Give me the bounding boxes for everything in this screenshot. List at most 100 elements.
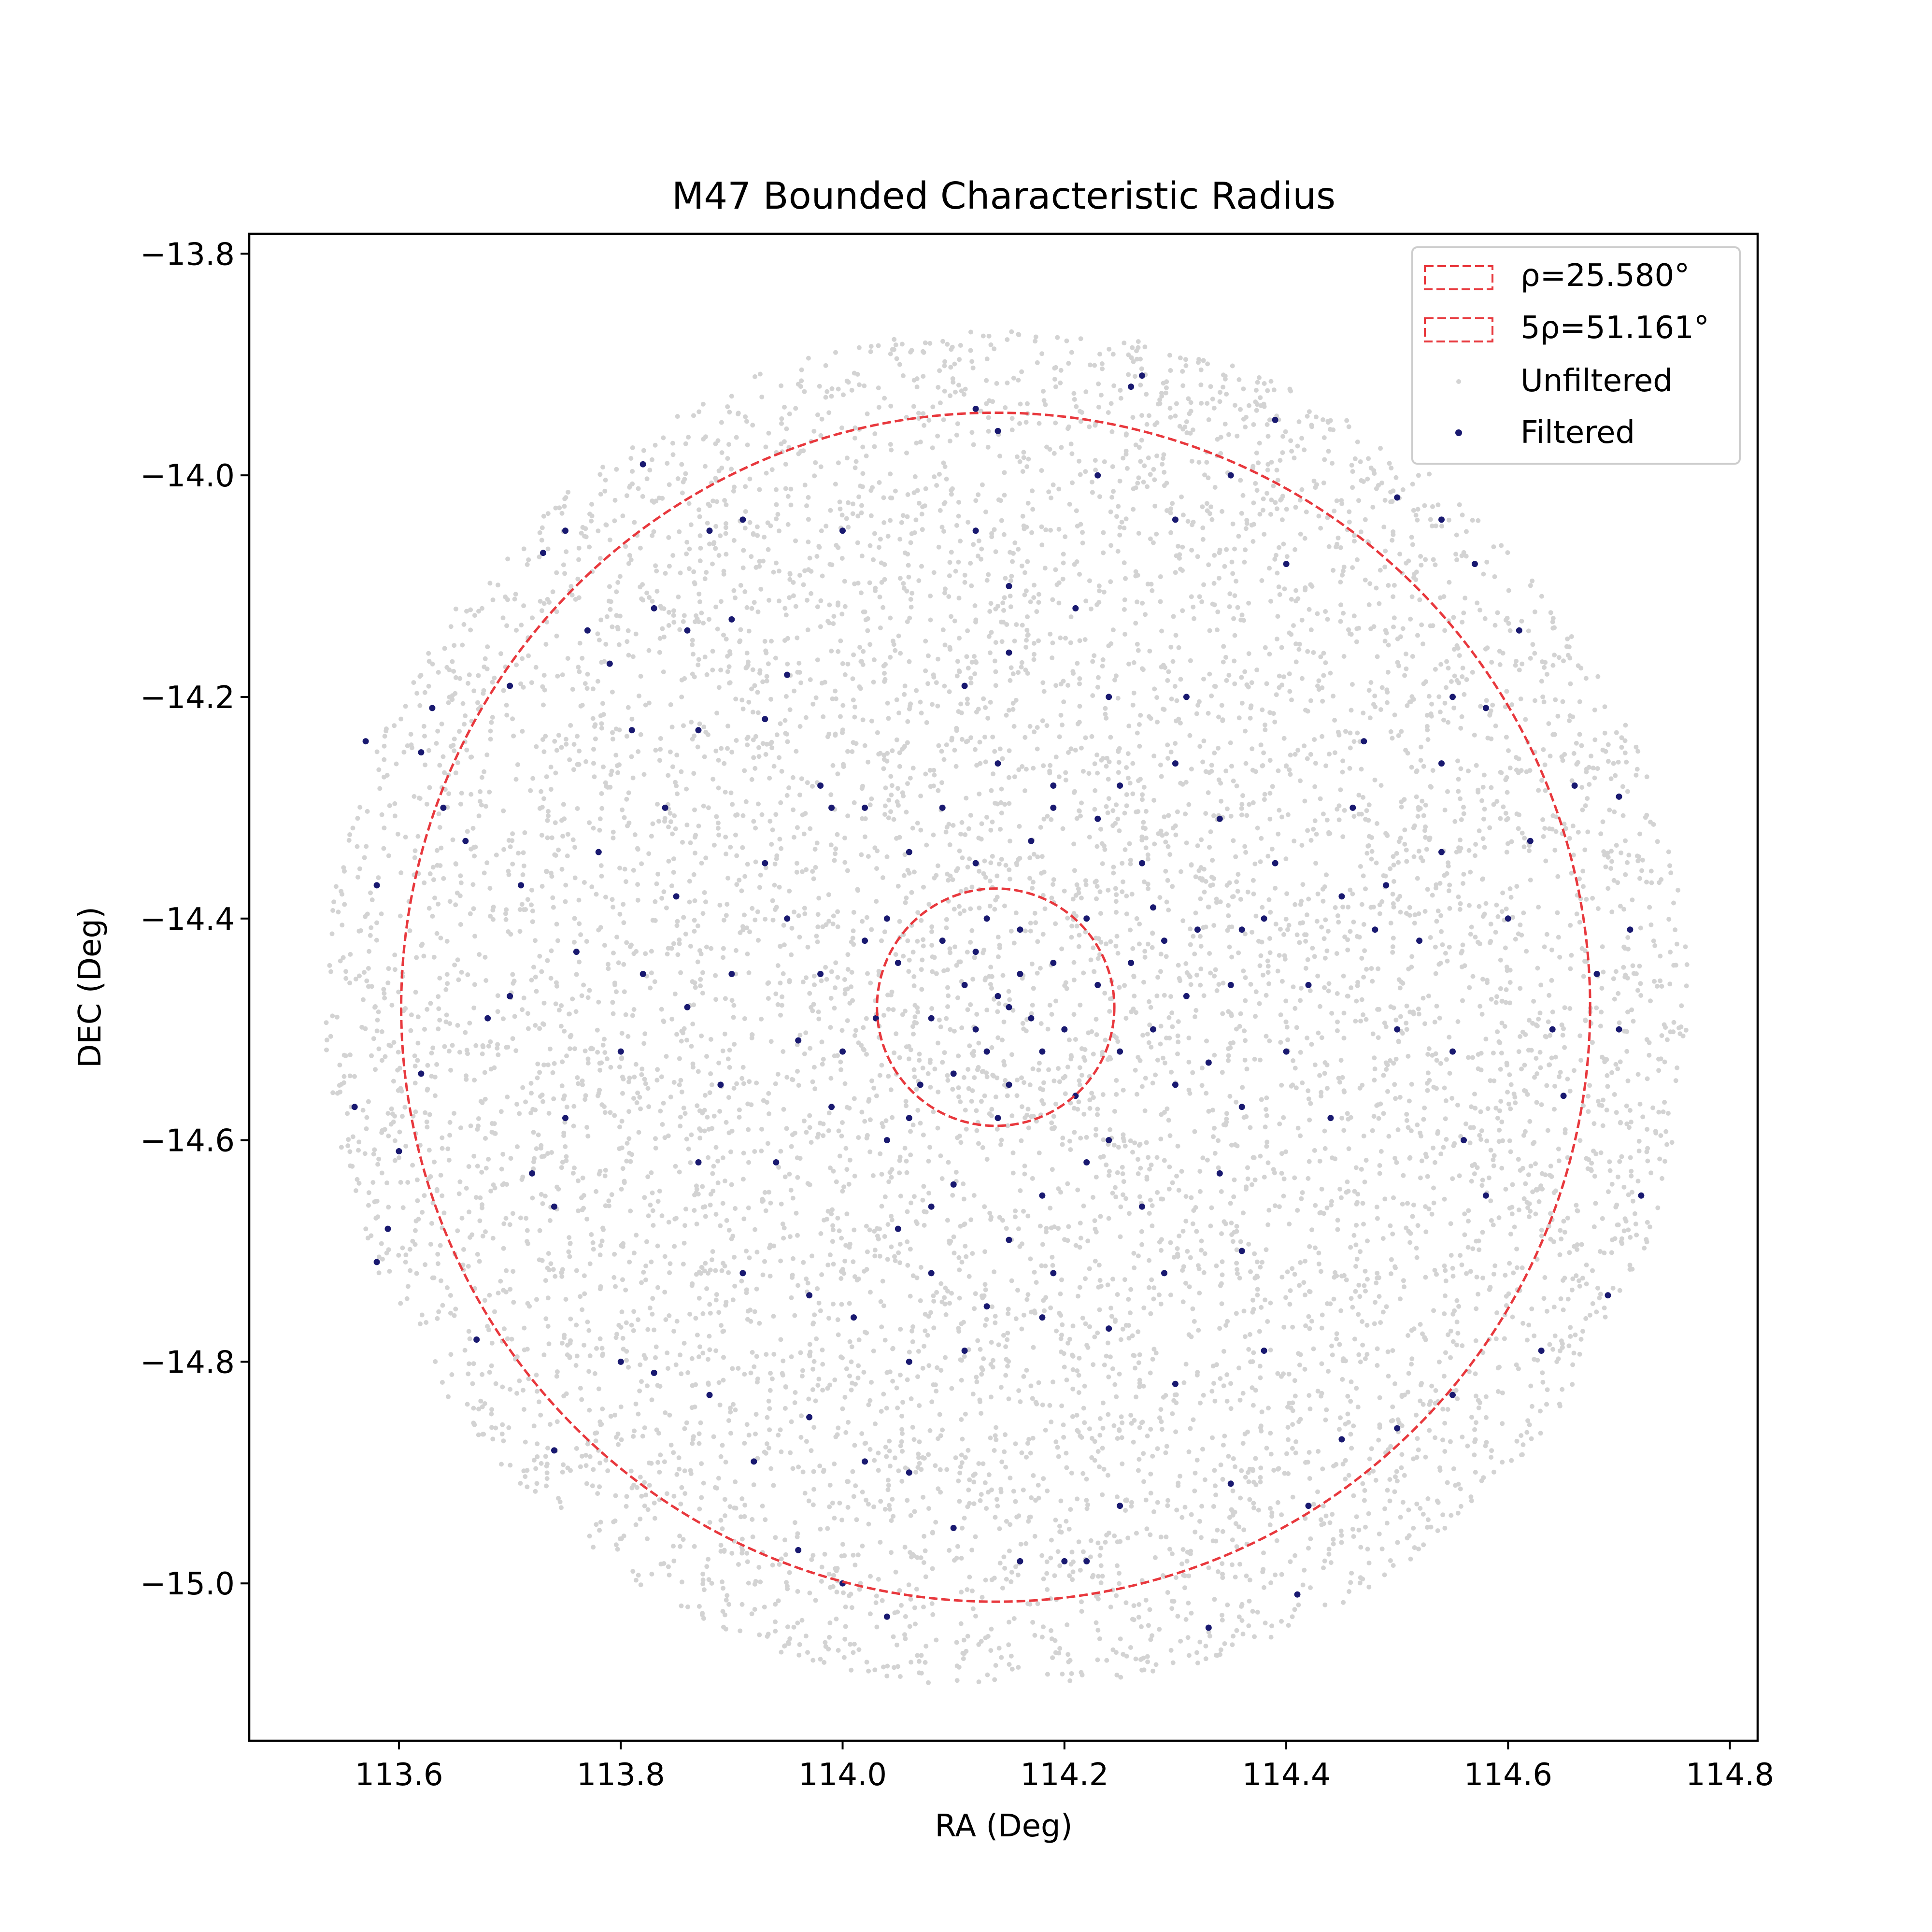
filtered-point xyxy=(507,993,513,999)
filtered-point xyxy=(1338,1436,1345,1443)
y-axis: −13.8 −14.0 −14.2 −14.4 −14.6 −14.8 −15.0 xyxy=(140,237,249,1602)
filtered-point xyxy=(939,938,946,944)
filtered-point xyxy=(440,804,447,811)
filtered-point xyxy=(994,993,1001,999)
filtered-point xyxy=(983,1303,990,1310)
filtered-point xyxy=(739,1270,746,1277)
legend-item-unfiltered: Unfiltered xyxy=(1456,363,1673,399)
filtered-point xyxy=(373,1259,380,1265)
filtered-point xyxy=(862,804,868,811)
filtered-point xyxy=(1449,1048,1456,1055)
filtered-points xyxy=(351,372,1645,1631)
filtered-point xyxy=(484,1015,491,1022)
filtered-point xyxy=(396,1148,402,1154)
filtered-point xyxy=(1605,1292,1611,1299)
filtered-point xyxy=(972,406,979,412)
x-tick-label: 114.0 xyxy=(798,1757,887,1793)
filtered-point xyxy=(762,716,768,723)
filtered-point xyxy=(1106,1137,1112,1144)
filtered-point xyxy=(795,1547,802,1553)
x-tick-label: 114.8 xyxy=(1686,1757,1774,1793)
filtered-point xyxy=(1183,993,1190,999)
filtered-point xyxy=(1017,926,1023,933)
filtered-point xyxy=(839,1048,846,1055)
filtered-point xyxy=(706,527,713,534)
filtered-point xyxy=(1638,1192,1645,1199)
filtered-point xyxy=(562,527,568,534)
y-tick-label: −14.0 xyxy=(140,458,235,494)
legend-dashed-marker xyxy=(1424,317,1493,342)
filtered-point xyxy=(1216,1170,1223,1177)
filtered-point xyxy=(1094,981,1101,988)
filtered-point xyxy=(1294,1591,1301,1598)
filtered-point xyxy=(1394,1425,1401,1432)
filtered-point xyxy=(706,1392,713,1398)
chart-title: M47 Bounded Characteristic Radius xyxy=(672,175,1335,218)
filtered-point xyxy=(1471,561,1478,568)
filtered-point xyxy=(1538,1348,1545,1354)
filtered-point xyxy=(906,1469,912,1476)
y-tick-label: −14.6 xyxy=(140,1123,235,1159)
filtered-point xyxy=(573,949,580,955)
filtered-point xyxy=(1139,372,1145,379)
filtered-point xyxy=(1283,561,1290,568)
filtered-point xyxy=(1272,416,1279,423)
filtered-point xyxy=(1006,583,1012,589)
filtered-point xyxy=(1106,1325,1112,1332)
filtered-point xyxy=(1350,804,1356,811)
x-axis-label: RA (Deg) xyxy=(935,1808,1072,1844)
filtered-point xyxy=(595,849,602,855)
filtered-point xyxy=(1449,694,1456,700)
filtered-point xyxy=(1128,384,1135,390)
filtered-point xyxy=(1416,938,1423,944)
filtered-point xyxy=(1028,1015,1035,1022)
filtered-point xyxy=(728,971,735,977)
filtered-point xyxy=(906,849,912,855)
radius-circles xyxy=(400,412,1591,1603)
circle-5rho xyxy=(400,412,1591,1603)
filtered-point xyxy=(1050,1270,1057,1277)
filtered-point xyxy=(1117,782,1123,789)
filtered-point xyxy=(751,1458,757,1465)
filtered-point xyxy=(1516,627,1522,634)
filtered-point xyxy=(784,671,791,678)
filtered-point xyxy=(1227,472,1234,479)
filtered-point xyxy=(639,971,646,977)
filtered-point xyxy=(651,605,657,611)
filtered-point xyxy=(628,727,635,734)
filtered-point xyxy=(806,1414,813,1421)
filtered-point xyxy=(1117,1503,1123,1509)
legend-label-rho: ρ=25.580° xyxy=(1520,258,1690,294)
filtered-point xyxy=(883,915,890,922)
filtered-point xyxy=(1028,838,1035,844)
filtered-point xyxy=(518,882,525,889)
y-tick-label: −14.8 xyxy=(140,1345,235,1380)
filtered-point xyxy=(795,1037,802,1044)
filtered-point xyxy=(851,1314,857,1321)
filtered-point xyxy=(806,1292,813,1299)
filtered-point xyxy=(1482,705,1489,711)
filtered-point xyxy=(1394,494,1401,501)
filtered-point xyxy=(529,1170,536,1177)
filtered-point xyxy=(961,682,968,689)
filtered-point xyxy=(950,1525,957,1531)
filtered-point xyxy=(994,427,1001,434)
legend-box xyxy=(1411,246,1741,465)
legend-label-filtered: Filtered xyxy=(1520,415,1635,451)
filtered-point xyxy=(1372,926,1378,933)
filtered-point xyxy=(972,1026,979,1033)
legend-label-5rho: 5ρ=51.161° xyxy=(1520,310,1709,346)
filtered-point xyxy=(862,938,868,944)
legend-dot-unfiltered xyxy=(1456,379,1461,384)
filtered-point xyxy=(1039,1314,1046,1321)
filtered-point xyxy=(862,1458,868,1465)
filtered-point xyxy=(1161,1270,1167,1277)
filtered-point xyxy=(1238,1248,1245,1254)
filtered-point xyxy=(1549,1026,1556,1033)
y-axis-label: DEC (Deg) xyxy=(72,907,108,1068)
filtered-point xyxy=(1017,971,1023,977)
filtered-point xyxy=(828,1104,835,1110)
x-tick-label: 113.6 xyxy=(355,1757,443,1793)
legend-dot-filtered xyxy=(1455,429,1462,436)
